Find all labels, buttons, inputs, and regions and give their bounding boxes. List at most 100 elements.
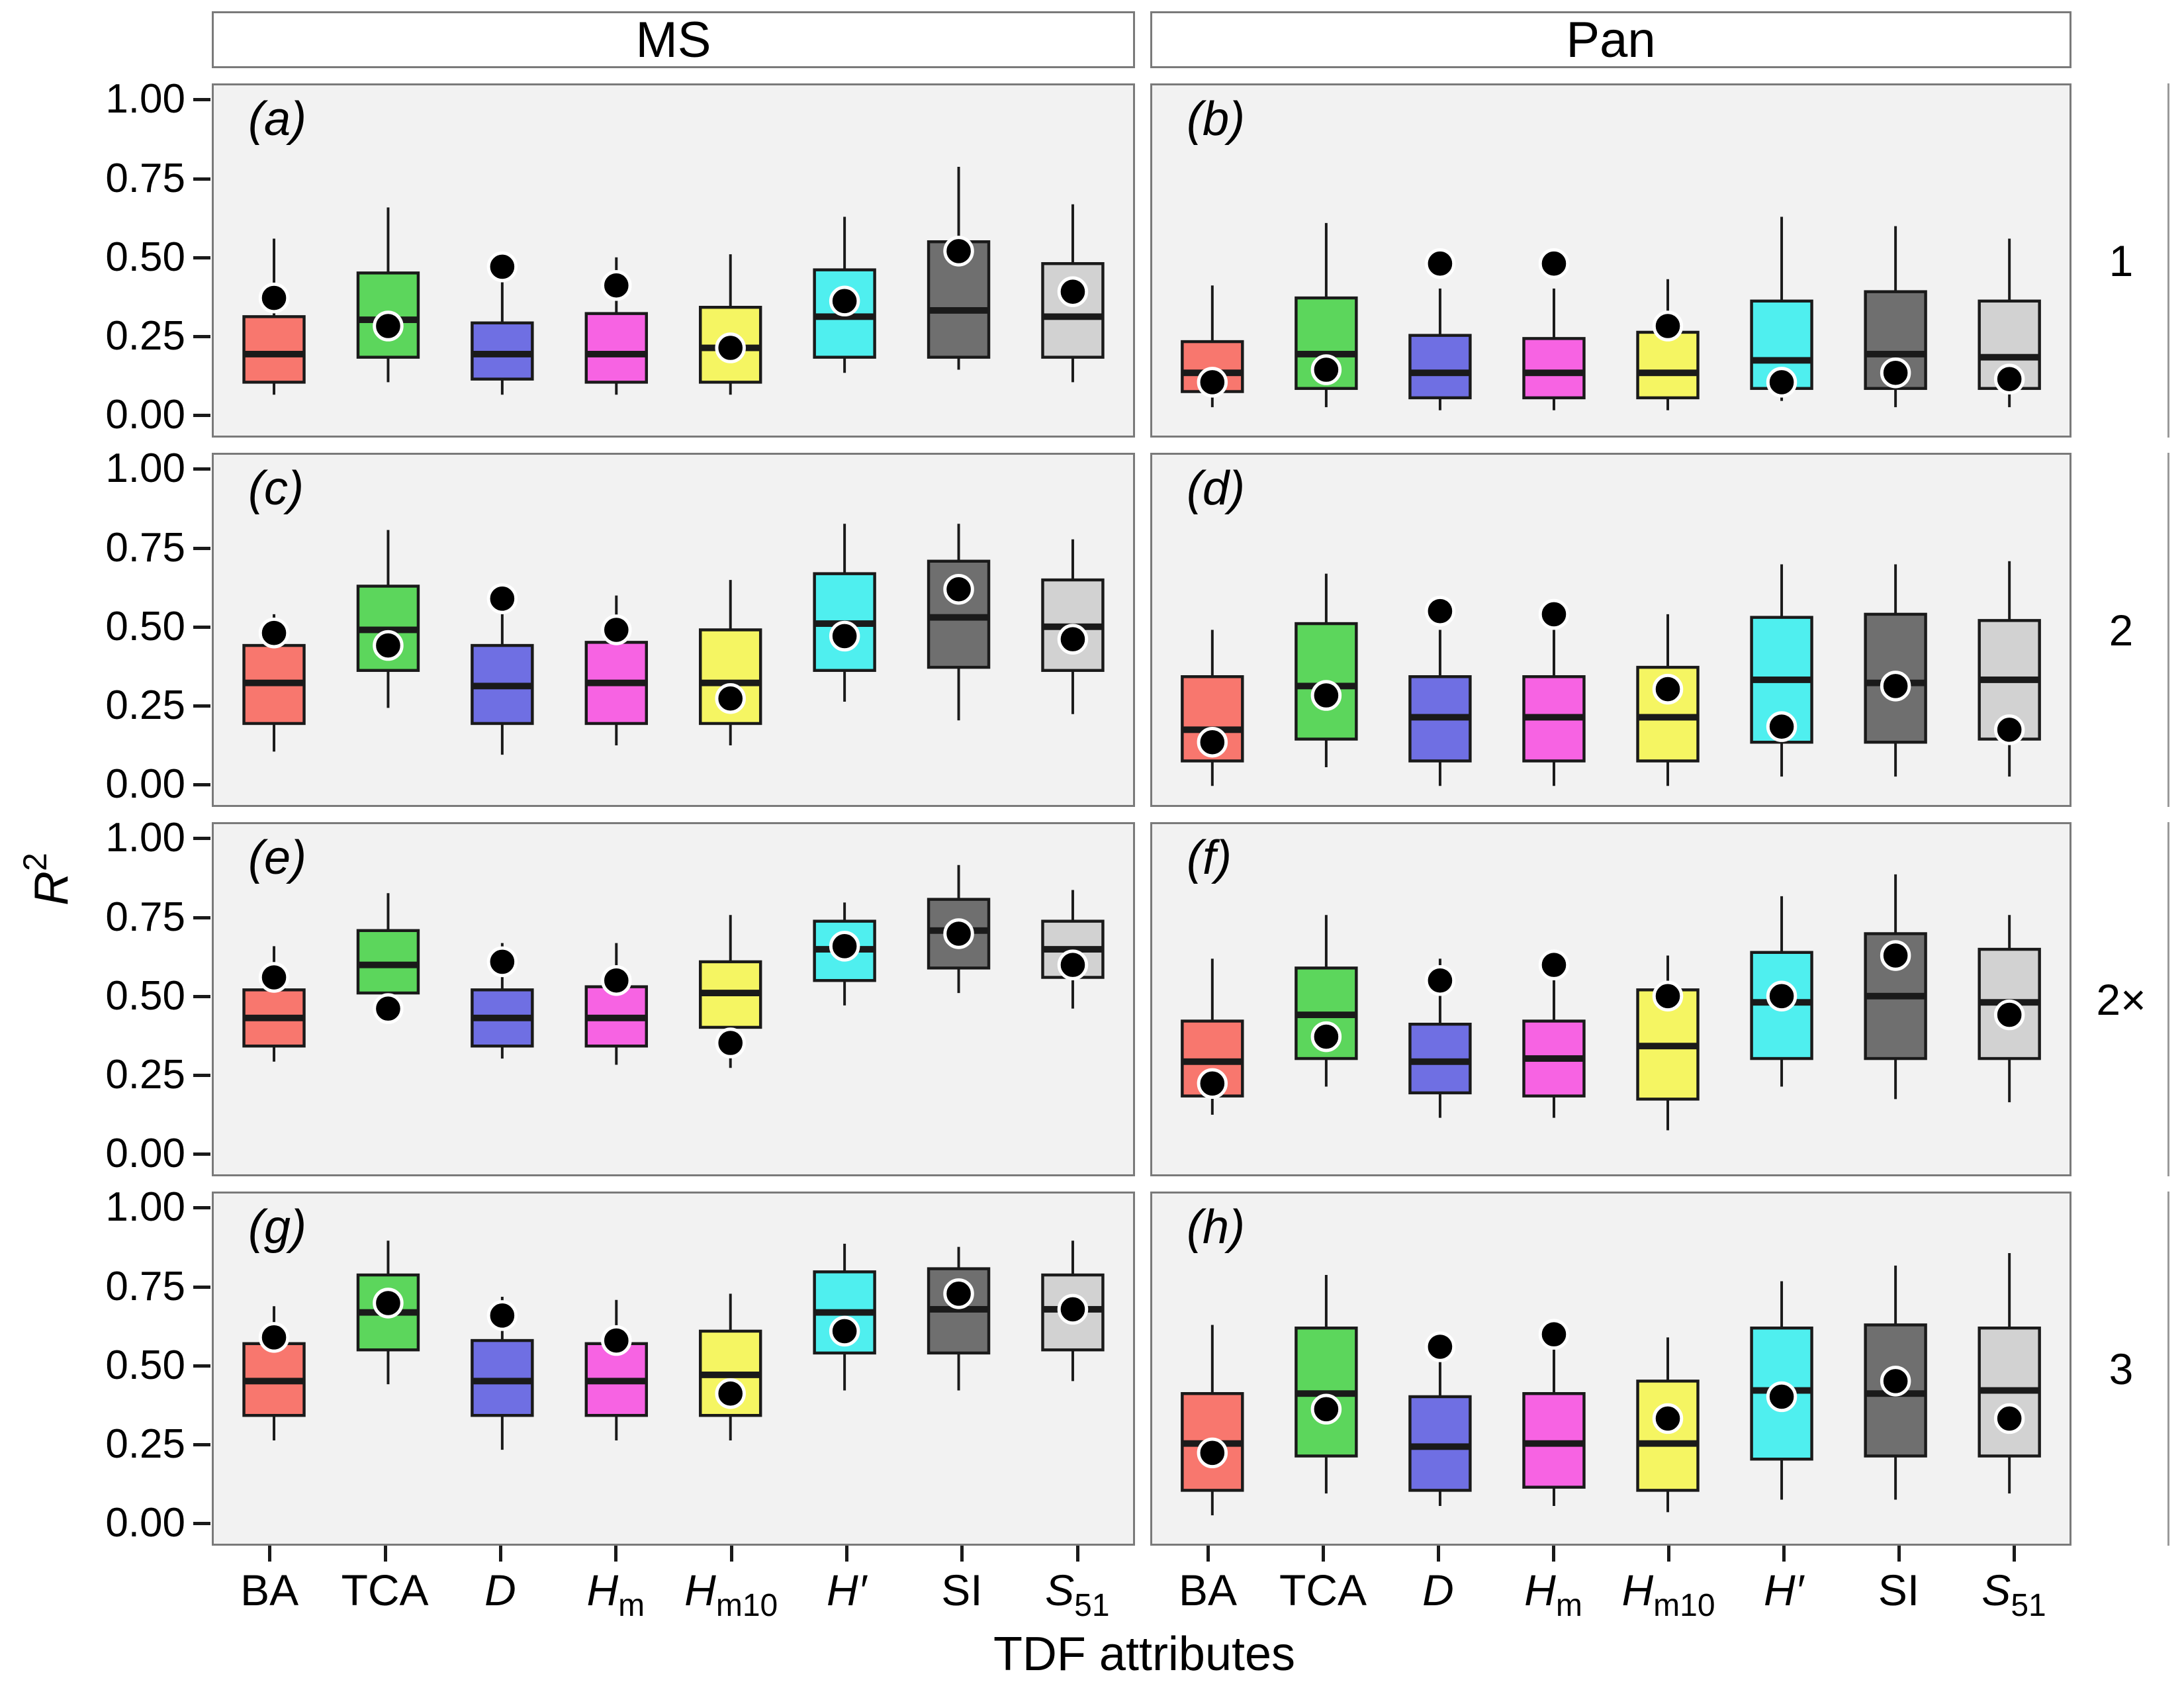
x-tick-mark [1206, 1546, 1210, 1562]
x-tick-label-main: H′ [1763, 1566, 1804, 1615]
y-tick-label: 1.00 [105, 1184, 185, 1231]
mean-point [829, 620, 860, 652]
mean-point [601, 269, 632, 301]
x-tick-label-sub: 51 [2011, 1588, 2046, 1623]
mean-point [1652, 310, 1684, 342]
y-tick-mark [193, 1206, 210, 1210]
box-5 [1636, 330, 1700, 400]
panel-g: (g) [212, 1192, 1135, 1546]
median-line [357, 626, 418, 633]
box-4 [584, 312, 648, 384]
mean-point [1057, 1293, 1089, 1325]
y-tick-mark [193, 783, 210, 787]
median-line [1979, 1387, 2040, 1394]
panel-e: (e) [212, 822, 1135, 1176]
x-tick-label: SI [869, 1567, 1054, 1613]
facet-strip-ms: MS [212, 11, 1135, 68]
x-tick-label-main: D [1422, 1566, 1454, 1615]
mean-point [943, 1278, 974, 1309]
facet-strip-row-1-label: 1 [2109, 236, 2134, 285]
median-line [1524, 1055, 1584, 1062]
facet-strip-row-2x: 2× [2075, 822, 2169, 1176]
mean-point [1993, 1403, 2025, 1434]
panel-d-letter: (d) [1187, 462, 1245, 515]
mean-point [1538, 949, 1570, 980]
median-line [1410, 1058, 1471, 1065]
facet-strip-pan: Pan [1150, 11, 2071, 68]
y-tick-label: 0.00 [105, 761, 185, 808]
x-tick-label: D [1345, 1567, 1531, 1613]
y-tick-label: 0.50 [105, 603, 185, 649]
mean-point [1197, 1437, 1228, 1469]
y-tick-mark [193, 625, 210, 629]
median-line [1637, 714, 1698, 721]
mean-point [1538, 598, 1570, 630]
mean-point [1652, 673, 1684, 705]
panel-a: (a) [212, 83, 1135, 438]
median-line [472, 1378, 533, 1385]
mean-point [1766, 1381, 1797, 1413]
box-5 [1636, 1380, 1700, 1492]
mean-point [1993, 363, 2025, 395]
mean-point [601, 964, 632, 996]
mean-point [715, 682, 746, 714]
y-tick-mark [193, 1152, 210, 1156]
facet-strip-row-2-label: 2 [2109, 605, 2134, 655]
mean-point [486, 946, 518, 978]
box-7 [1864, 612, 1927, 744]
x-tick-label-main: H [586, 1566, 619, 1615]
y-tick-label: 0.50 [105, 1342, 185, 1388]
panel-c: (c) [212, 453, 1135, 807]
median-line [357, 961, 418, 968]
x-tick-label-main: S [1981, 1566, 2011, 1615]
y-tick-label: 1.00 [105, 76, 185, 122]
y-tick-label: 0.50 [105, 972, 185, 1019]
mean-point [1057, 276, 1089, 307]
boxplot-canvas-e [242, 865, 1105, 1068]
panel-h: (h) [1150, 1192, 2071, 1546]
median-line [700, 1371, 761, 1378]
mean-point [1766, 711, 1797, 742]
x-tick-label-main: D [484, 1566, 516, 1615]
mean-point [1310, 680, 1342, 711]
x-tick-mark [1897, 1546, 1901, 1562]
x-tick-mark [1437, 1546, 1440, 1562]
median-line [1296, 1390, 1357, 1397]
facet-strip-pan-label: Pan [1566, 11, 1656, 68]
median-line [814, 1309, 875, 1316]
median-line [586, 1378, 647, 1385]
box-8 [1041, 261, 1105, 359]
mean-point [1880, 357, 1911, 389]
x-tick-label-main: TCA [1279, 1566, 1367, 1615]
x-tick-label: H′ [1691, 1567, 1876, 1613]
mean-point [1310, 1393, 1342, 1425]
mean-point [1880, 940, 1911, 971]
facet-strip-row-3-label: 3 [2109, 1344, 2134, 1393]
median-line [1410, 369, 1471, 377]
y-tick-label: 1.00 [105, 445, 185, 492]
boxplot-canvas-a [242, 167, 1105, 395]
mean-point [943, 918, 974, 949]
mean-point [486, 1300, 518, 1331]
y-tick-mark [193, 1442, 210, 1446]
boxplot-canvas-f [1181, 874, 2041, 1131]
median-line [586, 1014, 647, 1021]
mean-point [1993, 714, 2025, 745]
x-tick-label: Hm [1461, 1567, 1646, 1629]
mean-point [1652, 980, 1684, 1012]
mean-point [1197, 726, 1228, 758]
x-tick-mark [2013, 1546, 2016, 1562]
median-line [1410, 714, 1471, 721]
mean-point [829, 931, 860, 962]
median-line [814, 313, 875, 320]
x-tick-mark [845, 1546, 849, 1562]
mean-point [1538, 248, 1570, 279]
panel-g-letter: (g) [248, 1201, 306, 1254]
x-tick-label: S51 [985, 1567, 1170, 1629]
mean-point [1057, 624, 1089, 655]
mean-point [1310, 1021, 1342, 1053]
median-line [1296, 350, 1357, 357]
x-tick-label-main: BA [1178, 1566, 1238, 1615]
mean-point [258, 617, 290, 649]
mean-point [1424, 1331, 1456, 1362]
